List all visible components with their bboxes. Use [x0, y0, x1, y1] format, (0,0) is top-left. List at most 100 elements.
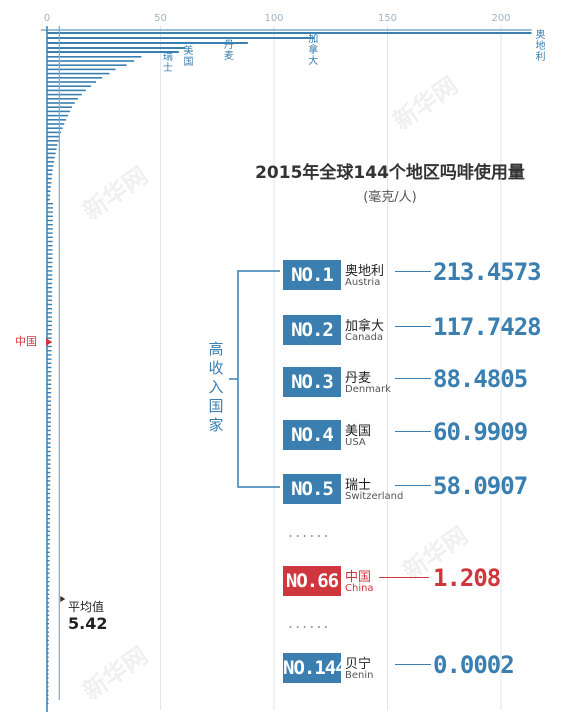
bar — [47, 110, 70, 113]
bar — [47, 593, 50, 595]
usage-value: 213.4573 — [433, 258, 542, 286]
bar — [47, 652, 49, 654]
country-name-cn: 中国 — [345, 570, 372, 585]
rank-badge: NO.66 — [283, 566, 341, 596]
bar — [47, 425, 51, 427]
bar — [47, 64, 127, 66]
bar — [47, 102, 75, 104]
bar — [47, 291, 53, 293]
ranking-row: NO.4 美国 USA 60.9909 — [283, 418, 573, 454]
bar — [47, 530, 50, 532]
bar — [47, 37, 315, 39]
bar — [47, 665, 49, 667]
bar — [47, 77, 103, 79]
bar — [47, 362, 52, 364]
country-name-en: Benin — [345, 670, 374, 681]
country-name-en: China — [345, 583, 374, 594]
bar — [47, 383, 52, 385]
bar — [47, 660, 49, 663]
average-value: 5.42 — [68, 614, 108, 633]
bar — [47, 85, 92, 87]
connector-line — [395, 431, 431, 432]
bar — [47, 232, 53, 234]
bar — [47, 568, 50, 570]
bar — [47, 417, 51, 419]
bar-label: 奥 — [536, 28, 546, 41]
bar — [47, 345, 52, 348]
bar — [47, 219, 53, 222]
bar — [47, 379, 52, 381]
bar-label: 美 — [183, 44, 193, 57]
bar — [47, 505, 51, 507]
bar-label: 大 — [308, 54, 318, 67]
bar — [47, 308, 52, 310]
rank-badge: NO.5 — [283, 474, 341, 504]
usage-value: 117.7428 — [433, 313, 542, 341]
bar-label: 丹 — [224, 39, 234, 51]
bar — [47, 387, 52, 390]
bar — [47, 518, 50, 520]
bar — [47, 253, 53, 255]
watermark: 新华网 — [78, 161, 153, 225]
bar — [47, 228, 53, 230]
average-label: 平均值 — [68, 600, 105, 614]
bar — [47, 144, 58, 146]
bar — [47, 526, 50, 528]
usage-value: 88.4805 — [433, 365, 528, 393]
tick-label: 0 — [44, 13, 50, 24]
bar — [47, 669, 49, 671]
bar — [47, 459, 51, 461]
bar — [47, 190, 51, 192]
bar — [47, 450, 51, 453]
bar — [47, 610, 50, 612]
bar — [47, 606, 50, 608]
china-marker-label: 中国 — [15, 335, 37, 348]
connector-line — [395, 485, 431, 486]
bar — [47, 442, 51, 444]
bar — [47, 513, 51, 516]
bar-label: 利 — [536, 51, 546, 63]
bar — [47, 509, 51, 511]
usage-value: 0.0002 — [433, 651, 515, 679]
bar — [47, 51, 179, 53]
country-name-cn: 丹麦 — [345, 371, 372, 386]
ranking-row: NO.144 贝宁 Benin 0.0002 — [283, 651, 573, 687]
bar — [47, 631, 49, 633]
bar — [47, 316, 52, 318]
bar — [47, 165, 54, 167]
bar — [47, 207, 53, 209]
rank-badge: NO.3 — [283, 367, 341, 397]
ranking-row: NO.1 奥地利 Austria 213.4573 — [283, 258, 573, 294]
usage-value: 1.208 — [433, 564, 501, 592]
bar — [47, 539, 50, 541]
connector-line — [379, 577, 429, 578]
rank-badge: NO.4 — [283, 420, 341, 450]
tick-label: 200 — [491, 13, 510, 24]
bar — [47, 47, 186, 49]
bar — [47, 522, 50, 524]
bar — [47, 358, 52, 360]
bar-label: 国 — [183, 56, 193, 68]
bar — [47, 56, 142, 58]
country-name-cn: 加拿大 — [345, 319, 385, 334]
bar — [47, 614, 50, 616]
ranking-row: NO.66 中国 China 1.208 — [283, 564, 573, 600]
bar — [47, 198, 50, 201]
bar — [47, 560, 50, 562]
bar — [47, 635, 49, 637]
bar — [47, 329, 52, 331]
bar — [47, 114, 69, 117]
bar — [47, 597, 50, 600]
bar — [47, 299, 53, 301]
country-name-cn: 奥地利 — [345, 264, 385, 279]
watermark: 新华网 — [388, 71, 463, 135]
bar — [47, 177, 52, 180]
bar — [47, 438, 51, 440]
bar — [47, 673, 49, 675]
bar — [47, 337, 52, 339]
bar — [47, 257, 53, 259]
bar — [47, 476, 51, 478]
bar — [47, 169, 53, 171]
bar — [47, 623, 49, 625]
